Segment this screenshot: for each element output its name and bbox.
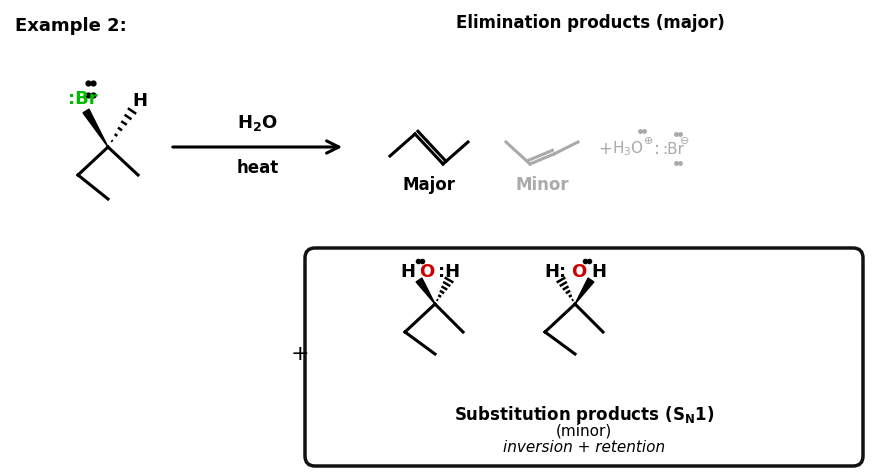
Text: :H: :H [438,263,460,281]
Text: $\mathbf{H_2O}$: $\mathbf{H_2O}$ [237,113,278,133]
Polygon shape [575,278,594,304]
Text: $\ominus$: $\ominus$ [679,135,690,146]
Text: (minor): (minor) [556,424,612,439]
Text: H: H [591,263,606,281]
Text: H:: H: [545,263,567,281]
Text: Minor: Minor [515,176,569,194]
Polygon shape [416,278,435,304]
Text: Elimination products (major): Elimination products (major) [455,14,725,32]
Text: :: : [654,140,660,158]
Polygon shape [83,109,108,147]
Text: $\oplus$: $\oplus$ [643,135,653,146]
Text: :Br: :Br [68,90,98,108]
Text: H: H [400,263,415,281]
Text: inversion + retention: inversion + retention [503,440,665,455]
Text: :Br: :Br [662,142,684,157]
Text: Substitution products (S$_\mathbf{N}$1): Substitution products (S$_\mathbf{N}$1) [454,404,714,426]
Text: heat: heat [236,159,279,177]
FancyBboxPatch shape [305,248,863,466]
Text: O: O [420,263,434,281]
Text: Major: Major [403,176,455,194]
Text: Example 2:: Example 2: [15,17,127,35]
Text: H: H [133,92,148,110]
Text: H$_3$O: H$_3$O [612,140,644,158]
Text: +: + [598,140,612,158]
Text: +: + [291,344,309,364]
Text: O: O [572,263,586,281]
